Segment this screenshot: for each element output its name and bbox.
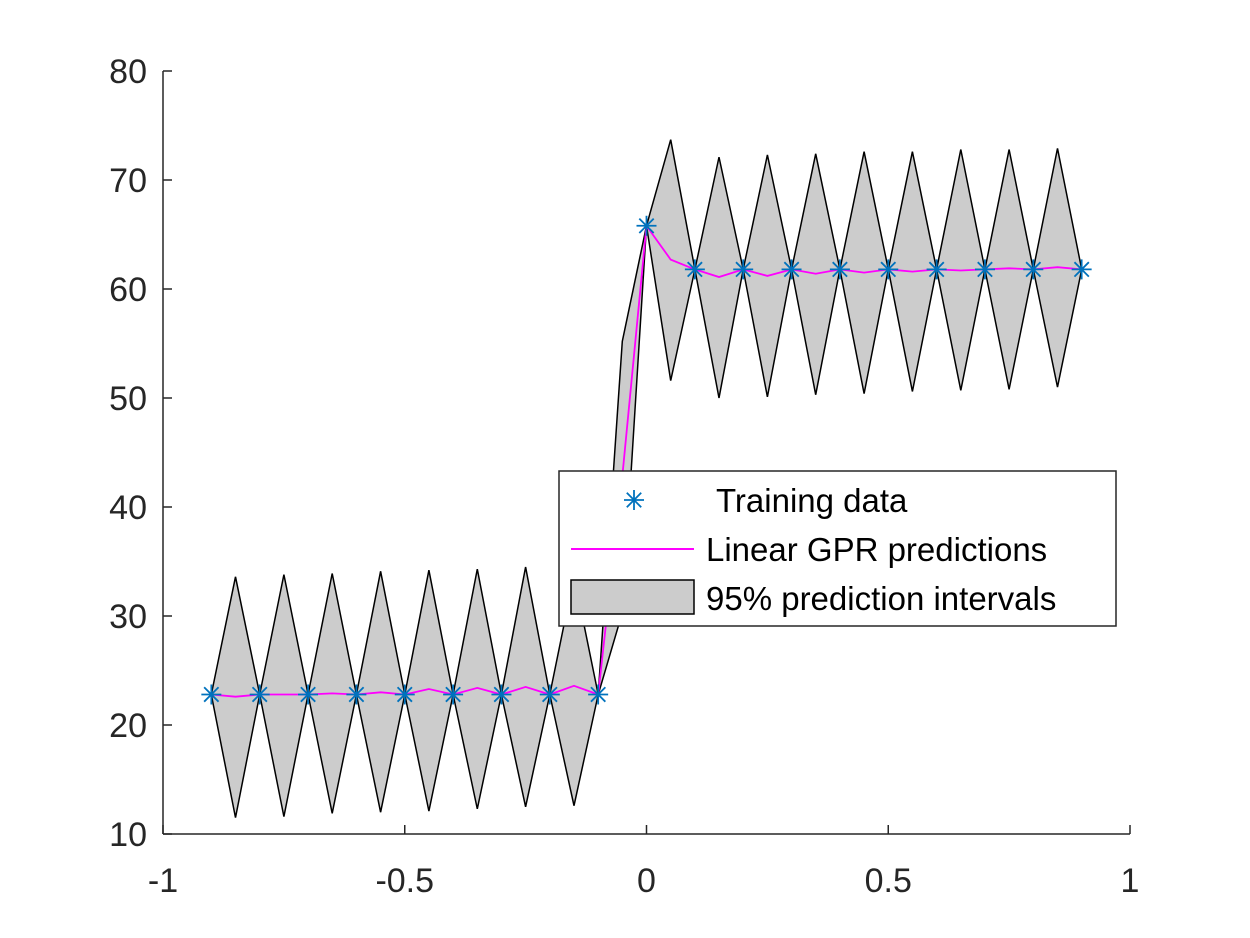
x-tick-label: 0.5 <box>865 862 912 900</box>
training-data-point <box>878 259 899 280</box>
training-data-point <box>829 259 850 280</box>
training-data-point <box>539 684 560 705</box>
y-tick-label: 40 <box>109 489 147 527</box>
y-tick-label: 50 <box>109 380 147 418</box>
training-data-point <box>1023 259 1044 280</box>
training-data-point <box>781 259 802 280</box>
y-tick-label: 30 <box>109 598 147 636</box>
legend-label-intervals: 95% prediction intervals <box>706 580 1056 617</box>
legend-marker-training-data <box>624 490 644 510</box>
legend: Training data Linear GPR predictions 95%… <box>558 470 1117 627</box>
x-tick-label: 0 <box>637 862 656 900</box>
y-tick-label: 20 <box>109 707 147 745</box>
training-data-point <box>491 684 512 705</box>
training-data-point <box>588 684 609 705</box>
training-data-point <box>636 215 657 236</box>
training-data-point <box>733 259 754 280</box>
legend-patch-intervals <box>570 579 695 615</box>
training-data-point <box>394 684 415 705</box>
legend-asterisk <box>624 490 644 510</box>
legend-label-training-data: Training data <box>716 482 908 519</box>
training-data-point <box>346 684 367 705</box>
plot-area <box>201 139 1092 818</box>
y-tick-label: 70 <box>109 162 147 200</box>
training-data-point <box>684 259 705 280</box>
training-data-point <box>1071 259 1092 280</box>
training-data-point <box>249 684 270 705</box>
y-tick-label: 80 <box>109 53 147 91</box>
x-tick-label: 1 <box>1121 862 1140 900</box>
training-data-point <box>298 684 319 705</box>
y-tick-label: 10 <box>109 816 147 854</box>
axes: -1 -0.5 0 0.5 1 10 20 30 40 50 60 70 80 <box>109 53 1139 900</box>
training-data-point <box>443 684 464 705</box>
x-tick-label: -0.5 <box>375 862 434 900</box>
training-data-point <box>201 684 222 705</box>
legend-label-predictions: Linear GPR predictions <box>706 531 1047 568</box>
x-tick-label: -1 <box>148 862 178 900</box>
y-tick-label: 60 <box>109 271 147 309</box>
training-data-point <box>926 259 947 280</box>
training-data-point <box>974 259 995 280</box>
